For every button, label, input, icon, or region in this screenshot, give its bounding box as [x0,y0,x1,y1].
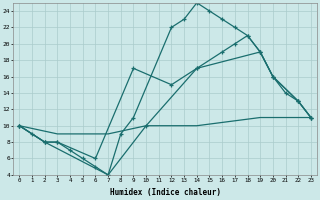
X-axis label: Humidex (Indice chaleur): Humidex (Indice chaleur) [110,188,220,197]
